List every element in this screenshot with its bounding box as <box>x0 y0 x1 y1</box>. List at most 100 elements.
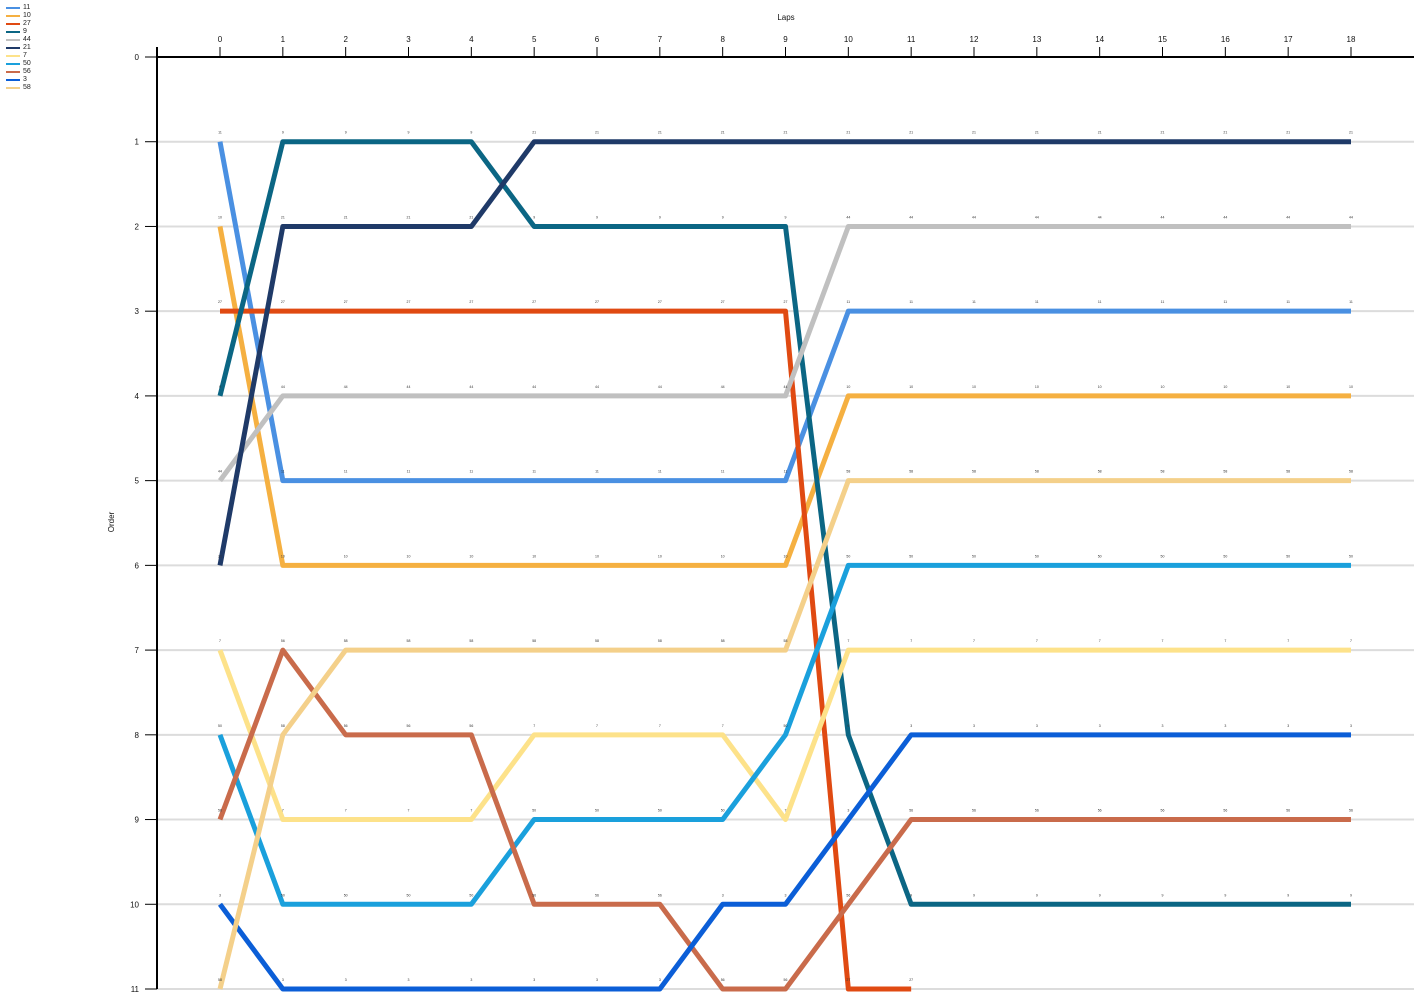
point-label: 9 <box>785 215 787 219</box>
series-line-44 <box>217 223 1351 483</box>
series-line-50 <box>217 562 1351 907</box>
point-label: 10 <box>407 554 411 558</box>
point-label: 3 <box>1224 724 1226 728</box>
legend-swatch <box>6 87 20 89</box>
point-label: 21 <box>595 131 599 135</box>
point-label: 21 <box>469 215 473 219</box>
point-label: 7 <box>973 639 975 643</box>
legend-swatch <box>6 55 20 57</box>
point-label: 27 <box>281 300 285 304</box>
x-tick-label: 17 <box>1284 35 1293 44</box>
point-label: 10 <box>909 385 913 389</box>
series-line-7 <box>217 647 1351 823</box>
y-tick-label: 11 <box>131 985 140 994</box>
point-label: 58 <box>1035 470 1039 474</box>
point-label: 58 <box>1349 470 1353 474</box>
point-label: 50 <box>469 893 473 897</box>
point-label: 50 <box>595 809 599 813</box>
x-tick-label: 10 <box>844 35 853 44</box>
point-label: 58 <box>469 639 473 643</box>
point-label: 11 <box>721 470 725 474</box>
point-label: 10 <box>469 554 473 558</box>
point-label: 10 <box>1286 385 1290 389</box>
point-label: 10 <box>658 554 662 558</box>
x-tick-label: 9 <box>783 35 788 44</box>
point-label: 10 <box>281 554 285 558</box>
point-label: 58 <box>532 639 536 643</box>
legend-item: 3 <box>6 76 31 84</box>
point-label: 10 <box>721 554 725 558</box>
point-label: 21 <box>658 131 662 135</box>
point-label: 44 <box>281 385 285 389</box>
point-label: 50 <box>344 893 348 897</box>
point-label: 11 <box>847 300 851 304</box>
x-axis-title: Laps <box>777 13 794 22</box>
legend-label: 3 <box>23 76 27 83</box>
legend-label: 44 <box>23 36 31 43</box>
point-label: 21 <box>344 215 348 219</box>
point-label: 56 <box>1161 809 1165 813</box>
legend-swatch <box>6 47 20 49</box>
point-label: 44 <box>469 385 473 389</box>
point-label: 21 <box>784 131 788 135</box>
point-label: 3 <box>847 809 849 813</box>
point-label: 9 <box>470 131 472 135</box>
point-label: 50 <box>1349 554 1353 558</box>
point-label: 7 <box>1224 639 1226 643</box>
point-label: 50 <box>972 554 976 558</box>
point-label: 3 <box>219 893 221 897</box>
point-label: 10 <box>846 385 850 389</box>
legend-item: 58 <box>6 84 31 92</box>
point-label: 11 <box>1286 300 1290 304</box>
point-label: 7 <box>847 639 849 643</box>
point-label: 50 <box>218 724 222 728</box>
y-tick-label: 4 <box>135 392 140 401</box>
point-label: 7 <box>596 724 598 728</box>
point-label: 56 <box>1223 809 1227 813</box>
point-label: 58 <box>595 639 599 643</box>
point-label: 3 <box>1036 724 1038 728</box>
point-label: 56 <box>846 893 850 897</box>
point-label: 3 <box>470 978 472 982</box>
point-label: 21 <box>1161 131 1165 135</box>
point-label: 56 <box>1098 809 1102 813</box>
legend-swatch <box>6 7 20 9</box>
point-label: 3 <box>408 978 410 982</box>
y-tick-label: 8 <box>135 731 140 740</box>
point-label: 9 <box>345 131 347 135</box>
legend-item: 27 <box>6 20 31 28</box>
point-label: 21 <box>1286 131 1290 135</box>
point-label: 10 <box>344 554 348 558</box>
legend-label: 9 <box>23 28 27 35</box>
point-label: 56 <box>344 724 348 728</box>
point-label: 50 <box>532 809 536 813</box>
point-label: 11 <box>532 470 536 474</box>
point-label: 3 <box>1099 724 1101 728</box>
point-label: 11 <box>1035 300 1039 304</box>
y-tick-label: 2 <box>135 222 140 231</box>
point-label: 58 <box>721 639 725 643</box>
point-label: 50 <box>1223 554 1227 558</box>
point-label: 44 <box>1349 215 1353 219</box>
point-label: 10 <box>784 554 788 558</box>
point-label: 58 <box>784 639 788 643</box>
point-label: 9 <box>219 385 221 389</box>
point-label: 58 <box>658 639 662 643</box>
legend-swatch <box>6 79 20 81</box>
point-label: 44 <box>972 215 976 219</box>
point-label: 56 <box>721 978 725 982</box>
point-label: 7 <box>282 809 284 813</box>
legend-label: 27 <box>23 20 31 27</box>
point-label: 3 <box>910 724 912 728</box>
point-label: 7 <box>1099 639 1101 643</box>
point-label: 3 <box>1162 724 1164 728</box>
x-tick-label: 11 <box>907 35 916 44</box>
y-tick-label: 0 <box>135 53 140 62</box>
y-tick-label: 9 <box>135 816 140 825</box>
point-label: 10 <box>532 554 536 558</box>
legend-swatch <box>6 15 20 17</box>
point-label: 44 <box>218 470 222 474</box>
point-label: 58 <box>972 470 976 474</box>
point-label: 27 <box>469 300 473 304</box>
point-label: 3 <box>345 978 347 982</box>
